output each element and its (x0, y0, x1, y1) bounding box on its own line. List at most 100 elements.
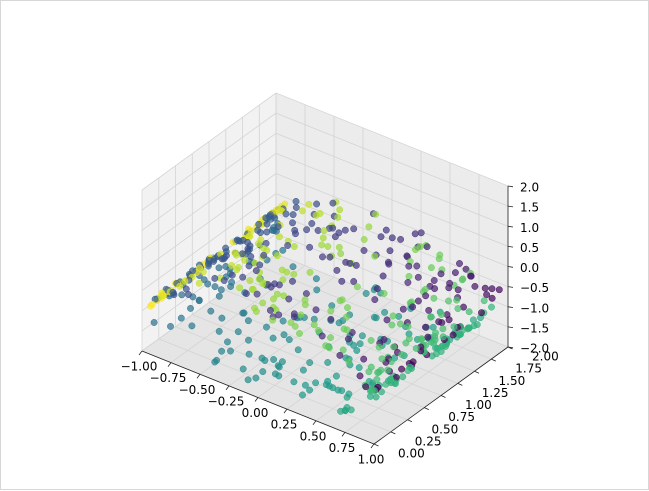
z-tick-mark (507, 306, 514, 308)
grid-line (141, 173, 277, 271)
x-tick-label: 0.00 (242, 406, 269, 420)
data-point (356, 340, 364, 348)
data-point (488, 285, 496, 293)
data-point (388, 234, 396, 242)
x-tick-label: 0.50 (300, 429, 327, 443)
data-point (210, 257, 217, 265)
data-point (228, 271, 236, 279)
data-point (459, 275, 467, 283)
z-tick-mark (507, 326, 514, 328)
data-point (371, 296, 379, 304)
data-point (318, 241, 326, 249)
data-point (301, 381, 309, 389)
data-point (290, 243, 298, 250)
data-point (467, 272, 475, 280)
data-point (178, 291, 186, 299)
data-point (239, 365, 247, 373)
data-point (365, 368, 373, 376)
data-point (435, 318, 443, 326)
data-point (336, 351, 344, 359)
data-point (423, 243, 431, 251)
data-point (234, 328, 242, 336)
data-point (290, 378, 298, 386)
data-point (438, 342, 446, 350)
data-point (377, 233, 385, 241)
x-tick-mark (283, 408, 288, 414)
data-point (259, 280, 267, 287)
z-tick-label: 0.5 (520, 241, 539, 255)
data-point (344, 304, 351, 312)
data-point (327, 307, 335, 315)
data-point (280, 331, 288, 339)
data-point (362, 290, 370, 297)
z-tick-mark (507, 266, 514, 268)
data-point (247, 253, 255, 260)
data-point (435, 255, 443, 263)
data-point (380, 290, 388, 297)
data-point (324, 243, 332, 250)
data-point (480, 297, 488, 305)
data-point (335, 319, 343, 327)
x-tick-label: −0.25 (208, 394, 245, 408)
data-point (471, 282, 479, 290)
data-point (375, 343, 383, 351)
data-point (404, 367, 412, 375)
data-point (365, 223, 373, 231)
data-point (336, 297, 344, 305)
data-point (278, 358, 286, 366)
data-point (187, 304, 194, 312)
data-point (236, 284, 244, 292)
data-point (255, 220, 263, 228)
data-points (147, 197, 503, 415)
data-point (465, 308, 473, 316)
data-point (422, 323, 429, 331)
data-point (211, 283, 219, 291)
data-point (398, 351, 406, 358)
grid-line (275, 213, 509, 308)
data-point (269, 334, 277, 342)
data-point (239, 273, 247, 281)
y-tick-mark (440, 395, 446, 398)
grid-line (158, 338, 391, 433)
data-point (282, 210, 290, 218)
x-tick-label: −0.50 (179, 383, 216, 397)
data-point (273, 252, 281, 260)
data-point (313, 286, 321, 294)
y-tick-mark (491, 358, 496, 362)
data-point (261, 357, 269, 364)
z-tick-mark (507, 205, 514, 208)
data-point (399, 305, 407, 313)
data-point (478, 309, 485, 317)
data-point (331, 233, 339, 241)
x-tick-mark (225, 385, 230, 391)
x-tick-label: 0.25 (271, 418, 298, 432)
data-point (339, 346, 347, 354)
data-point (159, 291, 167, 299)
data-point (305, 200, 313, 208)
data-point (308, 220, 316, 227)
data-point (437, 311, 445, 318)
y-tick-label: 0.50 (432, 422, 459, 436)
data-point (292, 204, 300, 211)
data-point (329, 199, 337, 207)
data-point (227, 283, 235, 290)
data-point (360, 236, 368, 243)
grid-line (141, 132, 277, 231)
data-point (263, 246, 271, 254)
data-point (370, 313, 378, 321)
data-point (453, 296, 461, 304)
data-point (342, 313, 350, 321)
data-point (312, 306, 320, 314)
data-point (333, 266, 341, 274)
data-point (352, 261, 360, 269)
data-point (313, 200, 321, 208)
data-point (445, 284, 453, 292)
data-point (290, 270, 298, 278)
data-point (367, 337, 375, 344)
data-point (222, 263, 230, 270)
data-point (345, 358, 353, 365)
data-point (227, 347, 234, 355)
data-point (150, 319, 158, 326)
x-tick-mark (254, 397, 259, 402)
data-point (488, 294, 496, 302)
